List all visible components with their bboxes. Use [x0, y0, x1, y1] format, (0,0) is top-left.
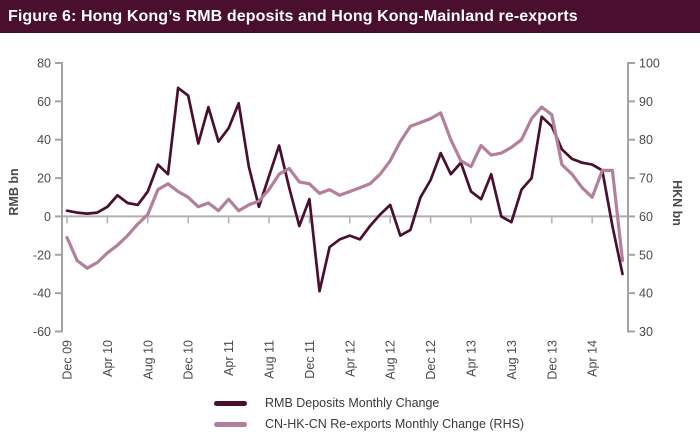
x-tick-label: Dec 13: [545, 340, 559, 380]
legend-label-re-exports: CN-HK-CN Re-exports Monthly Change (RHS): [265, 417, 525, 431]
left-axis-tick-label: -40: [33, 287, 51, 301]
right-axis-tick-label: 80: [639, 133, 653, 147]
right-axis-tick-label: 40: [639, 287, 653, 301]
legend-label-rmb-deposits: RMB Deposits Monthly Change: [265, 396, 440, 410]
figure-title: Figure 6: Hong Kong’s RMB deposits and H…: [8, 7, 578, 25]
x-tick-label: Apr 14: [586, 340, 600, 377]
right-axis-tick-label: 30: [639, 325, 653, 339]
x-tick-label: Aug 12: [384, 340, 398, 380]
x-tick-label: Apr 13: [465, 340, 479, 377]
x-tick-label: Apr 10: [101, 340, 115, 377]
line-chart: Dec 09 Apr 10 Aug 10 Dec 10 Apr 11 Aug 11 Dec …: [33, 57, 660, 380]
x-tick-label: Apr 11: [222, 340, 236, 376]
x-tick-label: Aug 13: [505, 340, 519, 380]
x-tick-label: Apr 12: [343, 340, 357, 377]
legend: RMB Deposits Monthly Change CN-HK-CN Re-…: [214, 396, 524, 431]
chart-area: Dec 09 Apr 10 Aug 10 Dec 10 Apr 11 Aug 11 Dec …: [0, 33, 700, 436]
right-axis-tick-label: 100: [639, 57, 660, 71]
legend-item-re-exports: CN-HK-CN Re-exports Monthly Change (RHS): [214, 417, 524, 431]
x-tick-label: Dec 12: [424, 340, 438, 380]
left-axis-tick-label: 0: [44, 210, 51, 224]
series-line-rmb-deposits: [65, 86, 624, 293]
re-exports-line-swatch: [214, 421, 247, 427]
rmb-deposits-line-swatch: [214, 400, 247, 406]
x-tick-label: Dec 10: [182, 340, 196, 380]
series-line-re-exports: [65, 105, 625, 270]
left-axis-tick-label: 20: [37, 172, 51, 186]
x-tick-label: Dec 11: [303, 340, 317, 379]
left-axis-tick-label: 60: [37, 95, 51, 109]
left-axis-tick-label: 80: [37, 57, 51, 71]
legend-item-rmb-deposits: RMB Deposits Monthly Change: [214, 396, 524, 410]
x-tick-label: Aug 11: [263, 340, 277, 379]
right-axis-tick-label: 90: [639, 95, 653, 109]
right-axis-tick-label: 50: [639, 248, 653, 262]
figure-title-bar: Figure 6: Hong Kong’s RMB deposits and H…: [0, 0, 700, 33]
right-axis-title: HKN bn: [670, 180, 684, 226]
left-axis-title: RMB bn: [7, 168, 21, 216]
left-axis-tick-label: -60: [33, 325, 51, 339]
right-axis-tick-label: 60: [639, 210, 653, 224]
x-tick-label: Aug 10: [141, 340, 155, 380]
x-tick-label: Dec 09: [61, 340, 75, 380]
left-axis-tick-label: -20: [33, 248, 51, 262]
left-axis-tick-label: 40: [37, 133, 51, 147]
right-axis-tick-label: 70: [639, 172, 653, 186]
